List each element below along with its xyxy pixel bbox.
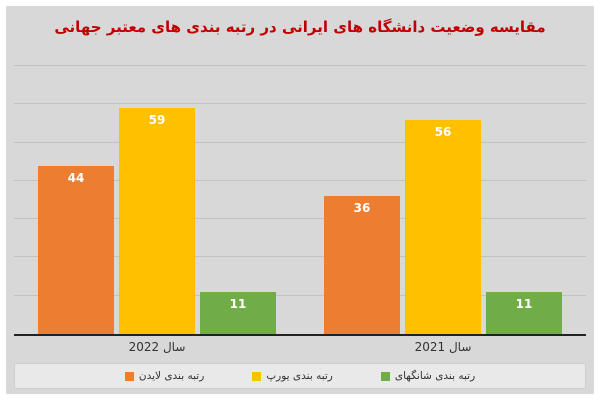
legend-item: رتبه بندی یورپ [252,370,333,382]
plot-area: 44 59 11 36 56 11 [14,65,586,336]
bar-value-label: 11 [229,296,247,311]
bar-value-label: 56 [434,124,452,139]
x-axis-label: سال 2021 [414,340,472,354]
legend-item: رتبه بندی شانگهای [380,370,476,382]
gridline [14,218,586,220]
gridline [14,294,586,296]
gridline [14,256,586,258]
gridline [14,141,586,143]
gridline [14,103,586,105]
bar: 11 [200,291,276,334]
bar: 11 [486,291,562,334]
legend-item: رتبه بندی لایدن [124,370,205,382]
bar: 44 [38,165,114,334]
legend-swatch-icon [380,371,390,381]
legend-label: رتبه بندی شانگهای [394,370,476,382]
bar-value-label: 36 [353,201,371,216]
bar-value-label: 59 [148,113,166,128]
bar-groups: 44 59 11 36 56 11 [14,66,586,334]
gridline [14,179,586,181]
chart-title: مقایسه وضعیت دانشگاه های ایرانی در رتبه … [54,18,546,36]
bar: 56 [405,119,481,334]
chart-legend: رتبه بندی لایدن رتبه بندی یورپ رتبه بندی ش… [14,363,586,389]
legend-label: رتبه بندی یورپ [266,370,333,382]
legend-swatch-icon [124,371,134,381]
x-axis-labels: سال 2022 سال 2021 [14,340,586,358]
bar-value-label: 44 [67,170,85,185]
legend-label: رتبه بندی لایدن [138,370,205,382]
bar: 36 [324,196,400,334]
bar-group: 36 56 11 [300,66,586,334]
gridline [14,65,586,66]
bar-value-label: 11 [515,296,533,311]
x-axis-label: سال 2022 [128,340,186,354]
bar: 59 [119,108,195,334]
bar-group: 44 59 11 [14,66,300,334]
legend-swatch-icon [252,371,262,381]
